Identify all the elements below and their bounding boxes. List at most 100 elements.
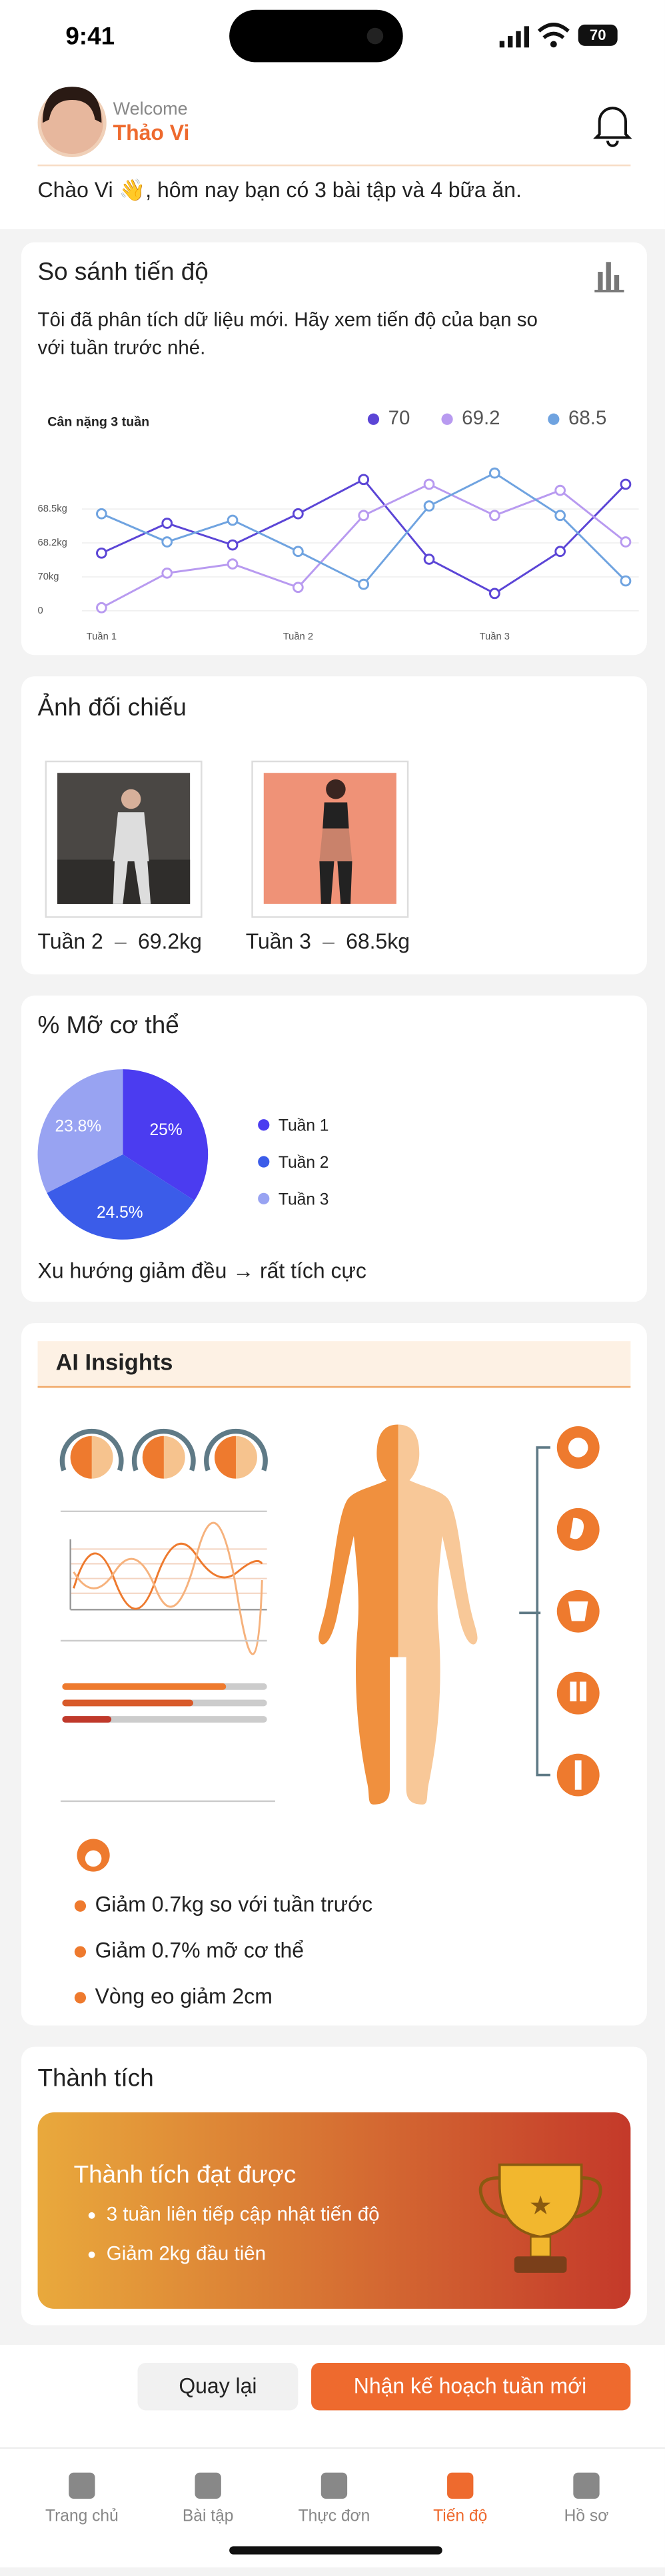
y-tick-label: 0 <box>38 606 43 616</box>
back-button[interactable] <box>137 2363 299 2411</box>
bell[interactable] <box>593 107 632 147</box>
card-title: So sánh tiến độ <box>38 258 209 285</box>
pie-slice[interactable] <box>47 1154 195 1240</box>
time: 9:41 <box>65 22 115 49</box>
data-point <box>358 510 370 522</box>
photo-person <box>113 812 151 904</box>
x-tick-label: Tuần 2 <box>283 632 313 642</box>
tab-icon[interactable] <box>447 2472 474 2499</box>
insight: Giảm 0.7kg so với tuần trước <box>95 1893 373 1917</box>
photo-person <box>323 802 349 829</box>
data-point <box>161 518 173 529</box>
data-point <box>620 536 632 548</box>
wifi-dot <box>550 41 557 48</box>
photo-person <box>319 861 352 904</box>
slice-label: 24.5% <box>97 1204 143 1222</box>
legend-dot <box>548 413 560 425</box>
data-point <box>554 510 566 522</box>
infographic <box>59 1424 600 1805</box>
photo-caption: Tuần 3–68.5kg <box>246 929 410 953</box>
data-point <box>423 478 435 490</box>
insight: Vòng eo giảm 2cm <box>95 1984 273 2008</box>
svg-text:★: ★ <box>530 2194 551 2219</box>
section-title: AI Insights <box>56 1350 173 1376</box>
tab-label[interactable]: Trang chủ <box>45 2507 119 2525</box>
photo-person <box>326 779 346 799</box>
tab-icon[interactable] <box>69 2472 95 2499</box>
caption-part: Tuần 2 <box>38 929 103 953</box>
caption-part: – <box>323 929 334 953</box>
photo-person <box>121 789 141 809</box>
slice-label: 23.8% <box>55 1117 101 1135</box>
x-tick-label: Tuần 1 <box>87 632 117 642</box>
legend-label: 68.5 <box>568 407 606 429</box>
legend-dot <box>441 413 453 425</box>
data-point <box>161 567 173 579</box>
notch <box>229 9 403 63</box>
y-tick-label: 70kg <box>38 572 59 582</box>
achievement: 3 tuần liên tiếp cập nhật tiến độ <box>107 2204 380 2226</box>
data-point <box>358 474 370 486</box>
y-tick-label: 68.5kg <box>38 504 67 514</box>
tab-icon[interactable] <box>195 2472 221 2499</box>
legend-label: 69.2 <box>462 407 500 429</box>
y-tick-label: 68.2kg <box>38 538 67 548</box>
card-title: Ảnh đối chiếu <box>38 693 187 721</box>
tab-icon[interactable] <box>321 2472 348 2499</box>
caption-part: – <box>115 929 127 953</box>
slice-label: 25% <box>149 1121 182 1139</box>
description: với tuần trước nhé. <box>38 336 206 358</box>
trophy: ★ <box>478 2163 602 2273</box>
camera <box>366 27 384 45</box>
legend-dot <box>367 413 380 425</box>
tab-label[interactable]: Hồ sơ <box>564 2507 609 2525</box>
data-point <box>227 539 239 551</box>
data-point <box>554 484 566 496</box>
pie-slice[interactable] <box>37 1069 123 1193</box>
description: Tôi đã phân tích dữ liệu mới. Hãy xem ti… <box>38 309 538 331</box>
data-point <box>358 578 370 590</box>
battery <box>578 24 618 46</box>
photo-caption: Tuần 2–69.2kg <box>38 929 202 953</box>
tab-label[interactable]: Thực đơn <box>299 2507 370 2525</box>
legend-dot <box>258 1192 270 1204</box>
note: Xu hướng giảm đều → rất tích cực <box>38 1258 366 1282</box>
data-point <box>620 575 632 587</box>
card <box>21 242 647 655</box>
next-label: Nhận kế hoạch tuần mới <box>354 2373 586 2397</box>
chart-icon[interactable] <box>594 262 624 292</box>
data-point <box>423 500 435 512</box>
greeting: Chào Vi 👋, hôm nay bạn có 3 bài tập và 4… <box>38 178 522 203</box>
bullet <box>88 2251 95 2258</box>
achievement: Giảm 2kg đầu tiên <box>107 2243 266 2265</box>
card-title: Thành tích <box>38 2064 154 2092</box>
bullet <box>74 1946 87 1958</box>
legend-label: Tuần 1 <box>279 1117 329 1135</box>
avatar-hair <box>42 87 102 123</box>
data-point <box>161 536 173 548</box>
data-point <box>227 514 239 526</box>
bullet <box>74 1900 87 1912</box>
photo-person <box>319 828 352 861</box>
data-point <box>293 508 304 520</box>
ai-icon <box>85 1850 102 1867</box>
caption-part: Tuần 3 <box>246 929 311 953</box>
data-point <box>488 588 500 600</box>
tab-label[interactable]: Bài tập <box>183 2507 234 2525</box>
data-point <box>554 546 566 558</box>
caption-part: 69.2kg <box>138 929 202 953</box>
legend-label: 70 <box>388 407 410 429</box>
next-button[interactable] <box>311 2363 631 2411</box>
data-point <box>293 546 304 558</box>
tab-label[interactable]: Tiến độ <box>433 2507 487 2525</box>
card <box>21 1323 647 2026</box>
data-point <box>96 602 107 614</box>
banner-title: Thành tích đạt được <box>74 2161 297 2188</box>
pie-slice[interactable] <box>123 1069 209 1201</box>
data-point <box>488 467 500 479</box>
legend-dot <box>258 1119 270 1131</box>
banner <box>37 2112 631 2309</box>
tab-icon[interactable] <box>573 2472 600 2499</box>
